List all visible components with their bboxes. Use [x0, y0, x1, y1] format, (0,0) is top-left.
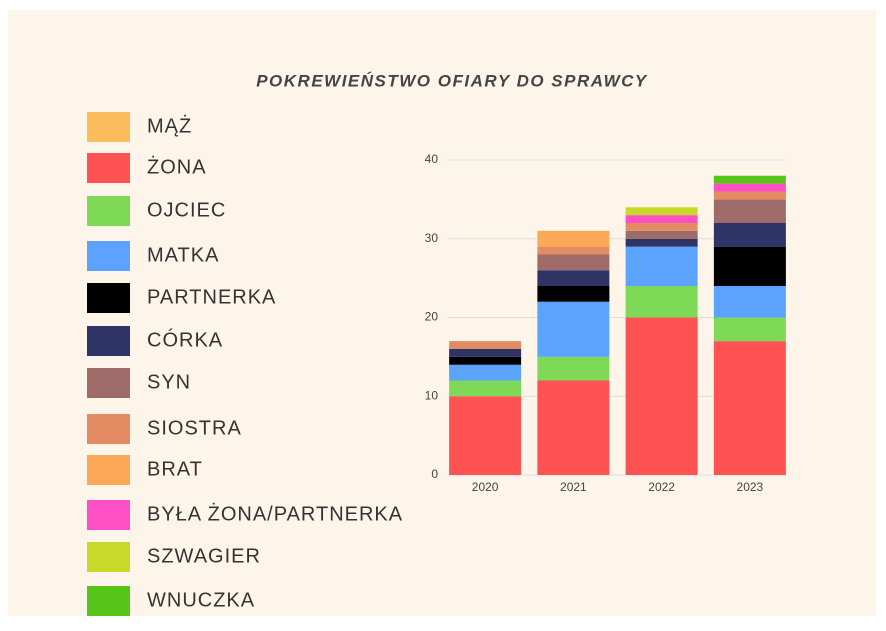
legend-swatch — [87, 414, 130, 444]
bar-segment — [713, 175, 786, 184]
bar-segment — [537, 286, 610, 302]
bar-segment — [625, 246, 698, 286]
bar-segment — [537, 356, 610, 381]
bar-segment — [537, 270, 610, 286]
legend-swatch — [87, 112, 130, 142]
legend-label: SYN — [147, 371, 191, 393]
legend-label: MĄŻ — [147, 114, 192, 137]
legend-label: ŻONA — [147, 155, 207, 178]
bar-segment — [625, 207, 698, 216]
bar-segment — [537, 254, 610, 271]
legend-swatch — [87, 283, 130, 313]
y-tick-label: 0 — [431, 467, 438, 481]
bar-segment — [625, 286, 698, 318]
bar-segment — [713, 183, 786, 192]
bar-segment — [449, 341, 522, 349]
bar-segment — [537, 230, 610, 247]
bar-segment — [713, 341, 786, 475]
legend-swatch — [87, 455, 130, 485]
legend-swatch — [87, 368, 130, 398]
bar-segment — [713, 199, 786, 223]
bar-segment — [713, 191, 786, 200]
bar-segment — [713, 317, 786, 342]
x-tick-label: 2022 — [648, 480, 675, 494]
bar-segment — [625, 317, 698, 475]
bar-segment — [449, 364, 522, 381]
y-tick-label: 40 — [425, 152, 439, 166]
x-tick-label: 2021 — [560, 480, 587, 494]
chart-title: POKREWIEŃSTWO OFIARY DO SPRAWCY — [256, 71, 648, 90]
legend-swatch — [87, 500, 130, 530]
x-tick-label: 2020 — [472, 480, 499, 494]
y-tick-label: 20 — [425, 310, 439, 324]
legend-swatch — [87, 153, 130, 183]
bar-segment — [449, 380, 522, 397]
legend-label: PARTNERKA — [147, 286, 276, 308]
legend-label: SIOSTRA — [147, 417, 242, 439]
legend-label: BYŁA ŻONA/PARTNERKA — [147, 502, 403, 525]
legend-label: SZWAGIER — [147, 545, 261, 567]
bar-segment — [625, 215, 698, 223]
bar-segment — [449, 396, 522, 475]
legend-label: OJCIEC — [147, 199, 226, 221]
legend-label: BRAT — [147, 458, 203, 480]
bar-segment — [537, 380, 610, 475]
bar-segment — [713, 246, 786, 286]
bar-segment — [449, 349, 522, 357]
y-tick-label: 10 — [425, 388, 439, 402]
bar-segment — [625, 238, 698, 247]
x-tick-label: 2023 — [737, 480, 764, 494]
legend-label: MATKA — [147, 244, 219, 266]
bar-segment — [713, 286, 786, 318]
y-tick-label: 30 — [425, 231, 439, 245]
legend-swatch — [87, 241, 130, 271]
bar-segment — [625, 223, 698, 231]
legend-label: WNUCZKA — [147, 589, 255, 611]
bar-segment — [449, 356, 522, 365]
legend-swatch — [87, 542, 130, 572]
bar-segment — [625, 230, 698, 239]
bar-segment — [537, 246, 610, 255]
bar-segment — [537, 301, 610, 357]
legend-label: CÓRKA — [147, 328, 223, 351]
legend-swatch — [87, 586, 130, 616]
legend-swatch — [87, 196, 130, 226]
bar-segment — [713, 223, 786, 247]
legend-swatch — [87, 326, 130, 356]
